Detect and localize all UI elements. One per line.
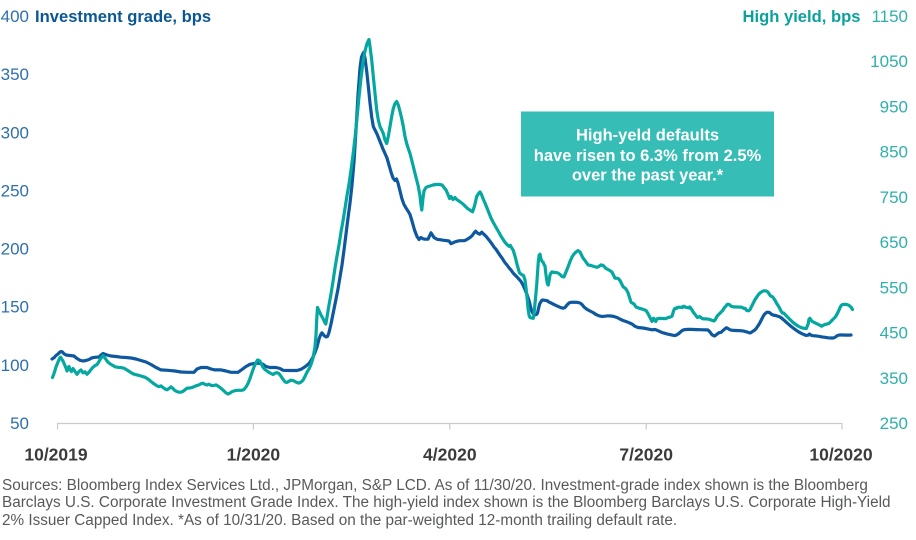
svg-text:950: 950 [880,97,908,116]
svg-text:350: 350 [1,65,29,84]
svg-text:10/2019: 10/2019 [24,445,88,465]
svg-text:300: 300 [1,123,29,142]
svg-text:10/2020: 10/2020 [809,445,873,465]
svg-text:750: 750 [880,188,908,207]
svg-text:650: 650 [880,233,908,252]
svg-text:400: 400 [1,7,29,26]
svg-text:450: 450 [880,324,908,343]
svg-text:have risen to 6.3% from 2.5%: have risen to 6.3% from 2.5% [534,147,762,165]
svg-text:1/2020: 1/2020 [227,445,281,465]
svg-text:100: 100 [1,356,29,375]
svg-text:550: 550 [880,278,908,297]
svg-text:7/2020: 7/2020 [619,445,673,465]
svg-text:4/2020: 4/2020 [423,445,477,465]
svg-text:Investment grade, bps: Investment grade, bps [35,7,211,26]
svg-text:50: 50 [10,414,29,433]
svg-text:High-yeld defaults: High-yeld defaults [576,127,719,145]
svg-text:1150: 1150 [871,7,908,26]
svg-text:250: 250 [880,414,908,433]
svg-text:over the past year.*: over the past year.* [572,167,724,185]
svg-text:1050: 1050 [870,52,908,71]
svg-text:200: 200 [1,240,29,259]
svg-text:350: 350 [880,369,908,388]
svg-text:High yield, bps: High yield, bps [742,7,860,26]
svg-text:250: 250 [1,181,29,200]
svg-text:150: 150 [1,298,29,317]
svg-text:850: 850 [880,143,908,162]
